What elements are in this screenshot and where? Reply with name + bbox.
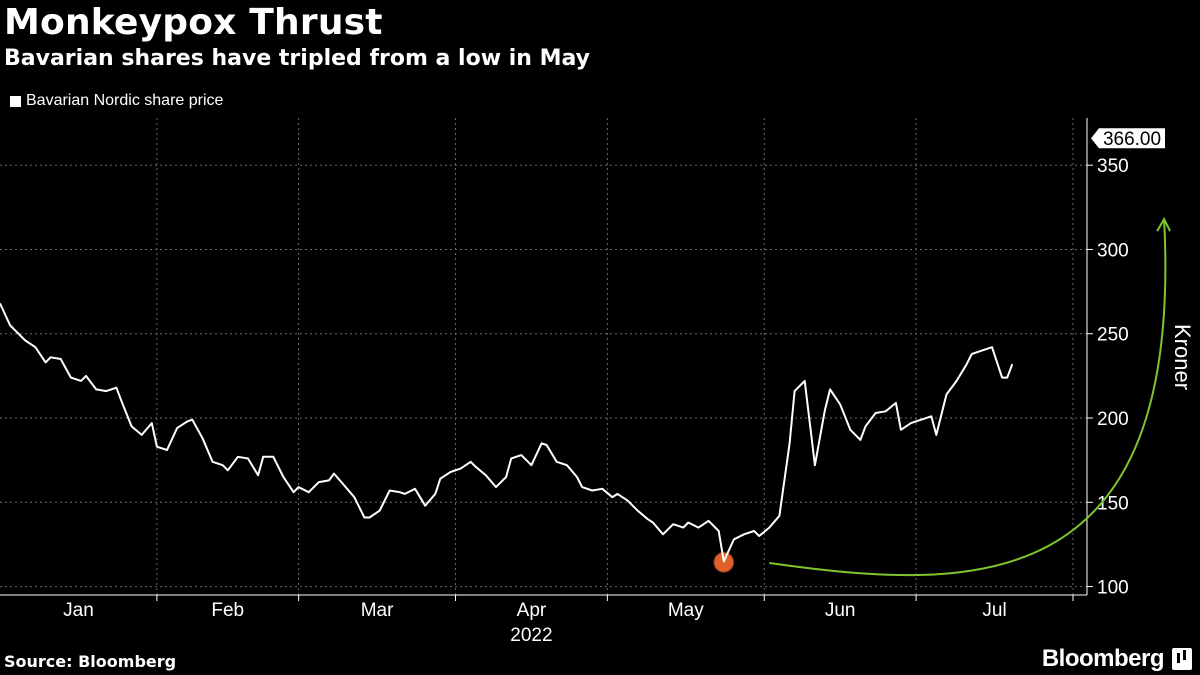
chart-subtitle: Bavarian shares have tripled from a low … [4, 46, 590, 71]
y-tick-label: 200 [1097, 409, 1129, 430]
brand-chart-icon [1172, 648, 1192, 670]
x-tick-label: Feb [211, 600, 244, 621]
x-tick-label: May [668, 600, 704, 621]
x-tick-label: Apr [517, 600, 547, 621]
series-line [0, 302, 1014, 563]
y-tick-label: 250 [1097, 325, 1129, 346]
rally-arrow-head [1156, 217, 1171, 232]
y-axis-title: Kroner [1170, 324, 1195, 390]
legend: Bavarian Nordic share price [10, 92, 223, 110]
brand-logo: Bloomberg [1041, 645, 1165, 672]
x-year-label: 2022 [510, 625, 552, 646]
x-tick-label: Jan [63, 600, 94, 621]
y-tick-label: 350 [1097, 156, 1129, 177]
legend-label: Bavarian Nordic share price [26, 92, 224, 109]
rally-arrow [769, 219, 1167, 577]
y-tick-label: 100 [1097, 578, 1129, 599]
last-value-callout [1091, 128, 1165, 149]
last-value-label: 366.00 [1103, 129, 1161, 150]
y-tick-label: 300 [1097, 240, 1129, 261]
x-tick-label: Jul [982, 600, 1006, 621]
x-tick-label: Jun [825, 600, 856, 621]
source-note: Source: Bloomberg [4, 652, 177, 671]
chart-title: Monkeypox Thrust [4, 2, 383, 43]
x-tick-label: Mar [361, 600, 394, 621]
legend-swatch [10, 95, 21, 107]
